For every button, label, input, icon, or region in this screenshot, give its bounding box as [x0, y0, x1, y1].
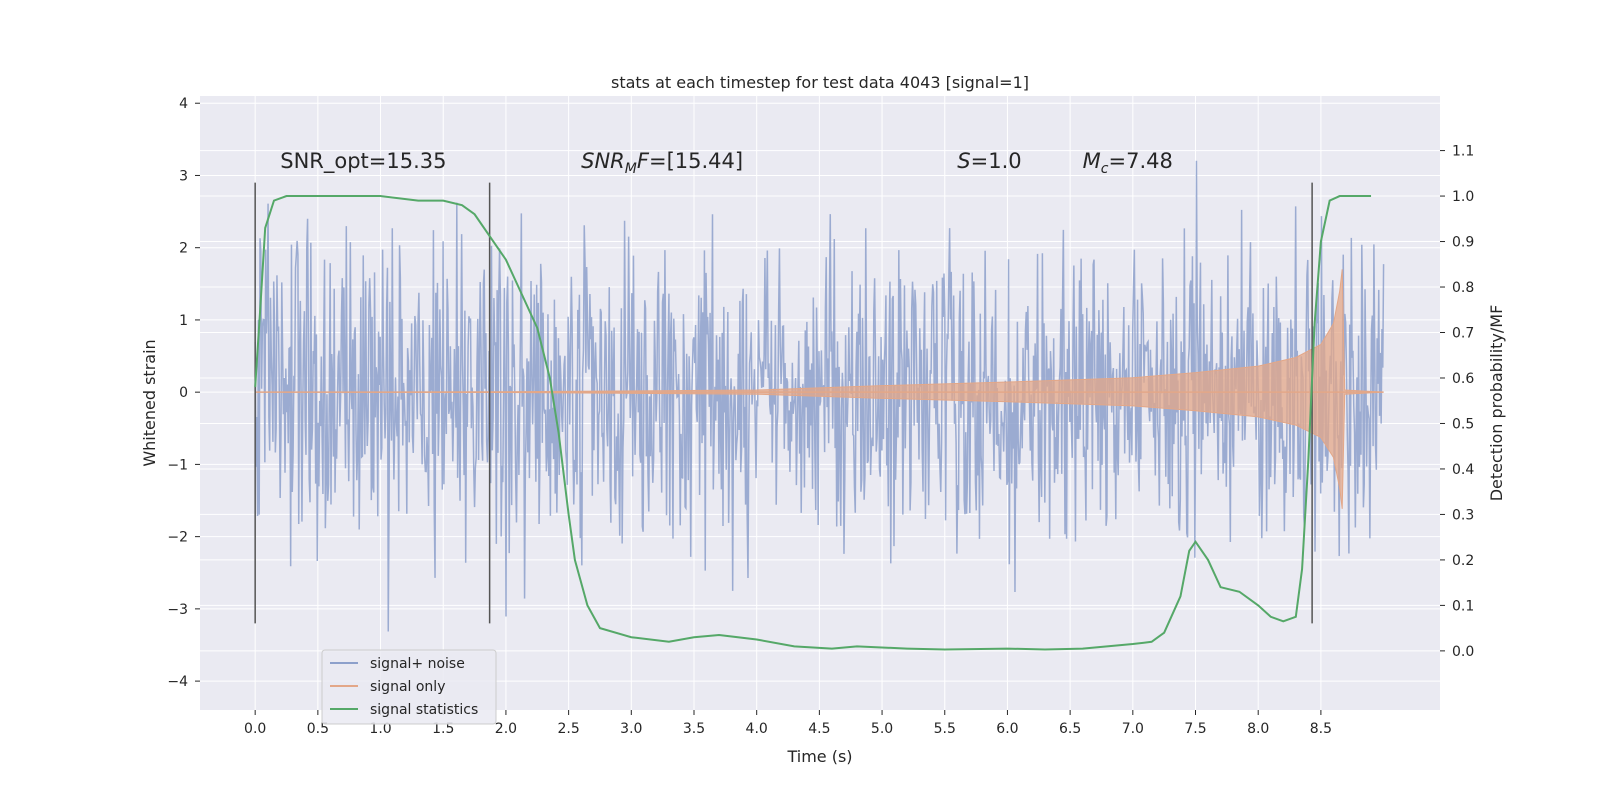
y2-tick-label: 0.4	[1452, 462, 1474, 478]
y2-tick-label: 1.0	[1452, 189, 1474, 205]
annotation-snr-opt: SNR_opt=15.35	[280, 149, 446, 174]
x-tick-label: 1.0	[369, 721, 391, 737]
x-tick-label: 5.0	[871, 721, 893, 737]
legend-box	[321, 649, 497, 725]
y2-tick-label: 0.7	[1452, 326, 1474, 342]
x-tick-label: 7.0	[1122, 721, 1144, 737]
y2-tick-label: 0.8	[1452, 280, 1474, 296]
annotation-mc-value: Mc=7.48	[1083, 149, 1173, 177]
x-tick-label: 8.0	[1247, 721, 1269, 737]
y2-tick-label: 0.2	[1452, 553, 1474, 569]
x-tick-label: 7.5	[1184, 721, 1206, 737]
series-signal-only	[255, 269, 1384, 509]
legend-label-statistics: signal statistics	[370, 702, 478, 718]
y-tick-label: 0	[179, 385, 188, 401]
x-tick-label: 2.5	[557, 721, 579, 737]
x-tick-label: 0.5	[307, 721, 329, 737]
x-tick-label: 4.0	[746, 721, 768, 737]
x-tick-label: 3.5	[683, 721, 705, 737]
x-tick-label: 3.0	[620, 721, 642, 737]
y2-tick-label: 0.6	[1452, 371, 1474, 387]
x-tick-label: 2.0	[495, 721, 517, 737]
y-tick-label: 1	[179, 313, 188, 329]
vertical-markers	[254, 182, 1313, 624]
x-axis-label: Time (s)	[786, 747, 852, 766]
y-tick-label: −3	[167, 602, 188, 618]
annotation-s-value: S=1.0	[957, 149, 1021, 173]
x-tick-label: 1.5	[432, 721, 454, 737]
x-tick-label: 6.5	[1059, 721, 1081, 737]
series-signal-statistics	[254, 195, 1372, 651]
y-tick-label: −2	[167, 530, 188, 546]
y-axis-ticks: −4 −3 −2 −1 0 1 2 3 4	[167, 96, 200, 690]
y2-tick-label: 0.0	[1452, 644, 1474, 660]
y2-axis-ticks: 0.0 0.1 0.2 0.3 0.4 0.5 0.6 0.7 0.8 0.9 1.0 1.1	[1440, 144, 1474, 660]
annotation-snr-mf: SNRMF=[15.44]	[581, 149, 743, 177]
y2-tick-label: 1.1	[1452, 144, 1474, 160]
x-tick-label: 5.5	[934, 721, 956, 737]
y-tick-label: 3	[179, 168, 188, 184]
y2-tick-label: 0.1	[1452, 598, 1474, 614]
x-tick-label: 0.0	[244, 721, 266, 737]
legend-label-noise: signal+ noise	[370, 656, 465, 672]
y-axis-label: Whitened strain	[140, 339, 159, 466]
y-tick-label: 2	[179, 241, 188, 257]
y2-axis-label: Detection probability/MF	[1487, 305, 1506, 502]
legend: signal+ noise signal only signal statist…	[321, 649, 497, 725]
annotations: SNR_opt=15.35 SNRMF=[15.44] S=1.0 Mc=7.48	[280, 149, 1173, 177]
legend-label-signal: signal only	[370, 679, 445, 695]
y-tick-label: −1	[167, 457, 188, 473]
x-axis-ticks: 0.0 0.5 1.0 1.5 2.0 2.5 3.0 3.5 4.0 4.5 5.0 5.5 6.0 6…	[244, 710, 1332, 737]
y-tick-label: −4	[167, 674, 188, 690]
y2-tick-label: 0.3	[1452, 507, 1474, 523]
x-tick-label: 8.5	[1310, 721, 1332, 737]
y2-tick-label: 0.9	[1452, 235, 1474, 251]
chart-title: stats at each timestep for test data 404…	[611, 73, 1029, 92]
y2-tick-label: 0.5	[1452, 416, 1474, 432]
y-tick-label: 4	[179, 96, 188, 112]
x-tick-label: 4.5	[808, 721, 830, 737]
x-tick-label: 6.0	[996, 721, 1018, 737]
series-signal-plus-noise	[254, 160, 1385, 632]
